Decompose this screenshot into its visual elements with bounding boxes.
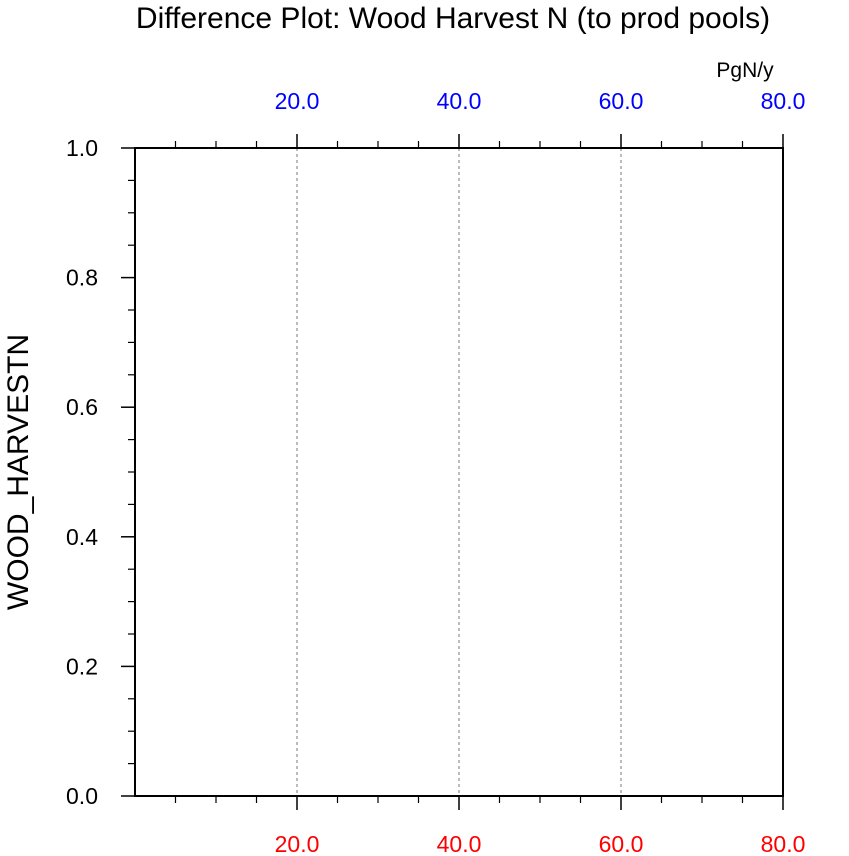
gridlines: [296, 148, 622, 796]
chart-title: Difference Plot: Wood Harvest N (to prod…: [136, 2, 770, 35]
x-top-tick-label: 40.0: [437, 88, 482, 114]
x-top-tick-label: 60.0: [599, 88, 644, 114]
x-bottom-tick-label: 60.0: [599, 831, 644, 856]
tick-labels: 20.0 40.0 60.0 80.0 20.0 40.0 60.0 80.0 0.0 0.2 0.…: [66, 88, 805, 856]
x-top-tick-label: 20.0: [275, 88, 320, 114]
y-tick-label: 0.8: [66, 265, 98, 291]
axis-ticks: [121, 134, 784, 810]
y-tick-label: 0.0: [66, 783, 98, 809]
x-top-tick-label: 80.0: [761, 88, 806, 114]
units-label: PgN/y: [716, 59, 774, 82]
y-tick-label: 0.2: [66, 653, 98, 679]
plot-frame: [134, 147, 784, 797]
y-tick-label: 0.6: [66, 394, 98, 420]
x-bottom-tick-label: 40.0: [437, 831, 482, 856]
y-tick-label: 0.4: [66, 524, 98, 550]
y-tick-label: 1.0: [66, 135, 98, 161]
x-bottom-tick-label: 20.0: [275, 831, 320, 856]
x-bottom-tick-label: 80.0: [761, 831, 806, 856]
y-axis-label: WOOD_HARVESTN: [2, 334, 35, 610]
